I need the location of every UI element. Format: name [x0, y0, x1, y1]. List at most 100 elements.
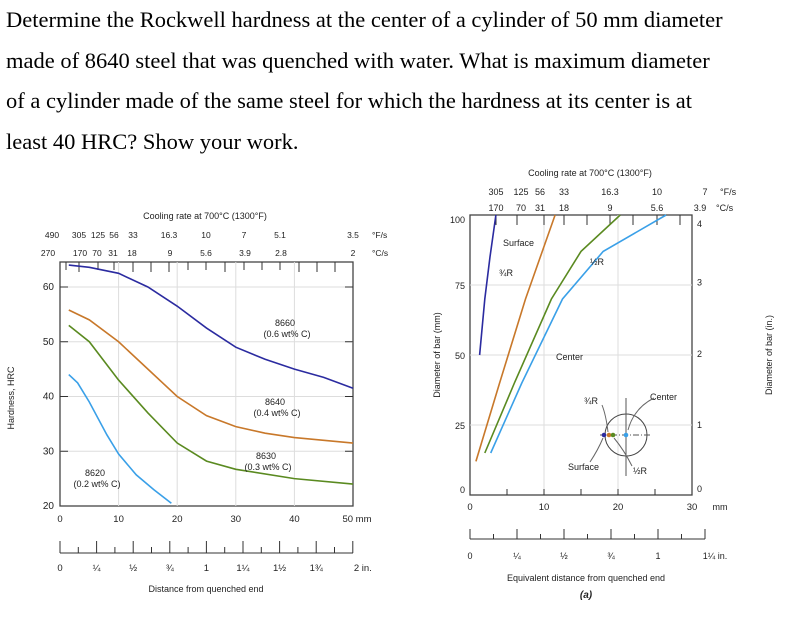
y-tick-label: 20	[43, 501, 55, 512]
y-tick-label: 75	[455, 281, 465, 291]
cooling-rate-title: Cooling rate at 700°C (1300°F)	[528, 168, 652, 178]
cooling-rate-f-label: 305	[488, 187, 503, 197]
position-marker	[606, 432, 612, 438]
inset-label: ½R	[633, 466, 648, 476]
cooling-rate-f-label: 125	[91, 230, 105, 240]
inch-tick-label: ½	[129, 563, 137, 574]
cooling-rate-f-label: 33	[559, 187, 569, 197]
cooling-rate-c-label: 2	[351, 248, 356, 258]
series-label: 8620	[85, 468, 105, 478]
series-label: 8630	[256, 451, 276, 461]
inch-tick-label: 2 in.	[354, 563, 372, 574]
cooling-rate-f-label: °F/s	[720, 187, 737, 197]
series-label: ¾R	[499, 268, 514, 278]
x-tick-label: 10	[539, 502, 550, 513]
y-axis-label: Hardness, HRC	[6, 366, 16, 430]
series-line-8620	[68, 374, 172, 504]
inch-tick-label: 1¾	[310, 563, 324, 574]
y-tick-label: 50	[455, 351, 465, 361]
cooling-rate-f-label: 56	[109, 230, 119, 240]
question-line: made of 8640 steel that was quenched wit…	[6, 47, 710, 73]
question-line: of a cylinder made of the same steel for…	[6, 88, 692, 113]
y-right-tick-label: 0	[697, 484, 702, 494]
y-axis-right-label: Diameter of bar (in.)	[764, 315, 774, 395]
leader-line	[627, 397, 655, 431]
question-line: least 40 HRC? Show your work.	[6, 128, 299, 154]
cooling-rate-c-label: 270	[41, 248, 55, 258]
cooling-rate-c-label: 70	[516, 203, 526, 213]
cooling-rate-f-label: 16.3	[601, 187, 619, 197]
series-label: ½R	[590, 257, 605, 267]
series-line-½R	[484, 214, 621, 454]
y-tick-label: 100	[450, 215, 465, 225]
cooling-rate-f-label: 33	[128, 230, 138, 240]
inch-tick-label: ¾	[166, 563, 175, 574]
series-line-8640	[68, 309, 354, 444]
series-label: 8640	[265, 397, 285, 407]
cooling-rate-f-label: 490	[45, 230, 59, 240]
inch-tick-label: 1½	[273, 563, 286, 574]
inch-tick-label: 1¼	[236, 563, 250, 574]
inset-label: ¾R	[584, 396, 599, 406]
y-tick-label: 30	[43, 446, 55, 457]
cooling-rate-c-label: 3.9	[694, 203, 707, 213]
y-tick-label: 0	[460, 485, 465, 495]
x-tick-label: 20	[613, 502, 624, 513]
cooling-rate-f-label: 10	[652, 187, 662, 197]
inch-tick-label: 1¼ in.	[703, 551, 728, 561]
position-marker	[610, 432, 616, 438]
inch-tick-label: ¾	[607, 551, 615, 561]
cooling-rate-c-label: 170	[73, 248, 87, 258]
position-marker	[623, 432, 629, 438]
cooling-rate-f-label: 16.3	[161, 230, 178, 240]
figure-caption: (a)	[580, 590, 593, 601]
leader-line	[601, 404, 609, 433]
cooling-rate-f-label: 7	[242, 230, 247, 240]
cooling-rate-f-label: °F/s	[372, 230, 387, 240]
cooling-rate-f-label: 305	[72, 230, 86, 240]
cooling-rate-f-label: 10	[201, 230, 211, 240]
leader-line	[613, 437, 633, 467]
series-composition-label: (0.2 wt% C)	[73, 479, 120, 489]
cooling-rate-c-label: 3.9	[239, 248, 251, 258]
cooling-rate-c-label: 5.6	[651, 203, 664, 213]
x-tick-label: 30	[687, 502, 698, 513]
cooling-rate-c-label: 31	[108, 248, 118, 258]
y-tick-label: 50	[43, 337, 55, 348]
cooling-rate-f-label: 56	[535, 187, 545, 197]
y-tick-label: 25	[455, 421, 465, 431]
series-label: Surface	[503, 238, 534, 248]
series-line-Center	[489, 214, 667, 454]
position-marker	[601, 432, 607, 438]
series-line-8660	[68, 264, 354, 390]
y-right-tick-label: 2	[697, 349, 702, 359]
x-unit-label: mm	[713, 502, 728, 512]
x-tick-label: 50 mm	[342, 514, 371, 525]
series-composition-label: (0.6 wt% C)	[263, 329, 310, 339]
inch-tick-label: 0	[467, 551, 472, 561]
cooling-rate-c-label: 18	[559, 203, 569, 213]
cooling-rate-c-label: 70	[92, 248, 102, 258]
question-line: Determine the Rockwell hardness at the c…	[6, 7, 723, 32]
y-tick-label: 60	[43, 282, 55, 293]
x-tick-label: 10	[113, 514, 124, 525]
cooling-rate-c-label: 2.8	[275, 248, 287, 258]
cooling-rate-title: Cooling rate at 700°C (1300°F)	[143, 211, 267, 221]
inch-tick-label: 0	[57, 563, 62, 574]
cooling-rate-c-label: °C/s	[716, 203, 734, 213]
cooling-rate-f-label: 7	[702, 187, 707, 197]
inch-tick-label: 1	[204, 563, 209, 574]
series-line-¾R	[475, 214, 556, 462]
inset-label: Surface	[568, 462, 599, 472]
y-right-tick-label: 3	[697, 278, 702, 288]
inch-tick-label: 1	[655, 551, 660, 561]
x-tick-label: 30	[231, 514, 242, 525]
series-label: Center	[556, 352, 583, 362]
x-tick-label: 20	[172, 514, 183, 525]
y-right-tick-label: 1	[697, 420, 702, 430]
cooling-rate-c-label: 9	[607, 203, 612, 213]
cooling-rate-c-label: 5.6	[200, 248, 212, 258]
inch-tick-label: ¼	[513, 551, 521, 561]
inch-tick-label: ¼	[93, 563, 102, 574]
